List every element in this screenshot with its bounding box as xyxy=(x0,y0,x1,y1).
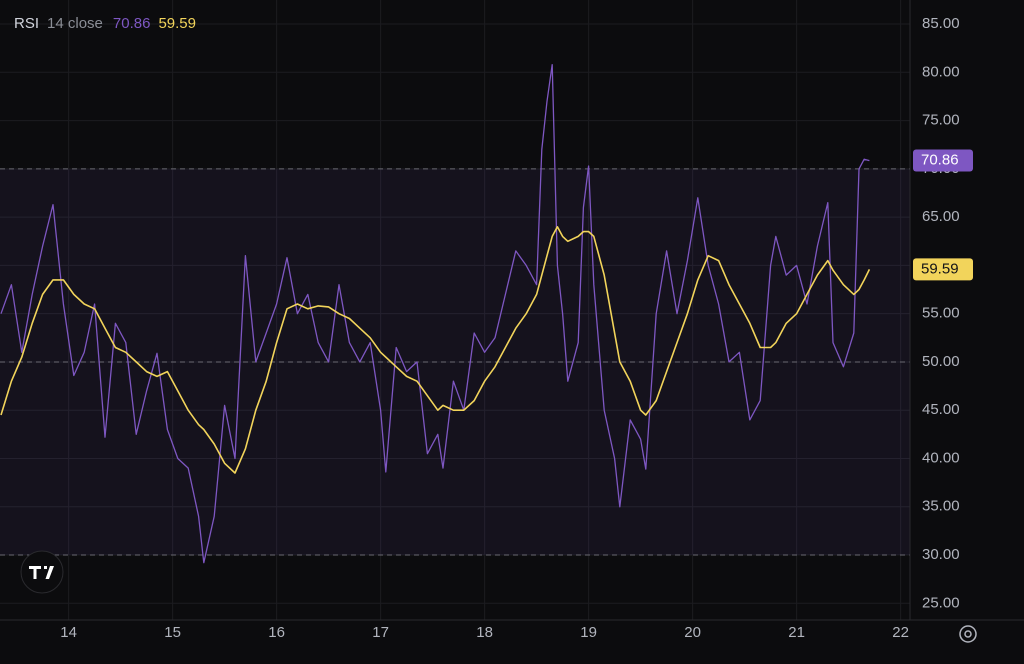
legend-params: 14 close xyxy=(47,15,103,32)
y-tick-label: 50.00 xyxy=(922,353,960,370)
last-value-tag xyxy=(913,258,973,281)
y-tick-label: 55.00 xyxy=(922,305,960,322)
series-line xyxy=(0,63,870,564)
x-tick-label: 21 xyxy=(788,624,805,641)
x-tick-label: 14 xyxy=(60,624,77,641)
legend-value: 59.59 xyxy=(158,15,196,32)
y-tick-label: 30.00 xyxy=(922,546,960,563)
x-tick-label: 20 xyxy=(684,624,701,641)
x-tick-label: 22 xyxy=(892,624,909,641)
x-tick-label: 16 xyxy=(268,624,285,641)
legend-value: 70.86 xyxy=(113,15,151,32)
y-tick-label: 45.00 xyxy=(922,401,960,418)
last-value-tag xyxy=(913,149,973,172)
y-tick-label: 40.00 xyxy=(922,449,960,466)
y-tick-label: 85.00 xyxy=(922,15,960,32)
y-tick-label: 80.00 xyxy=(922,63,960,80)
settings-icon[interactable] xyxy=(959,625,977,643)
y-tick-label: 35.00 xyxy=(922,498,960,515)
y-tick-label: 65.00 xyxy=(922,208,960,225)
x-tick-label: 15 xyxy=(164,624,181,641)
y-tick-label: 25.00 xyxy=(922,594,960,611)
last-value-label: 59.59 xyxy=(921,260,959,277)
x-tick-label: 19 xyxy=(580,624,597,641)
x-tick-label: 17 xyxy=(372,624,389,641)
x-tick-label: 18 xyxy=(476,624,493,641)
series-line xyxy=(0,226,871,474)
y-tick-label: 75.00 xyxy=(922,112,960,129)
logo[interactable] xyxy=(20,550,64,594)
legend-indicator: RSI xyxy=(14,15,39,32)
last-value-label: 70.86 xyxy=(921,152,959,169)
